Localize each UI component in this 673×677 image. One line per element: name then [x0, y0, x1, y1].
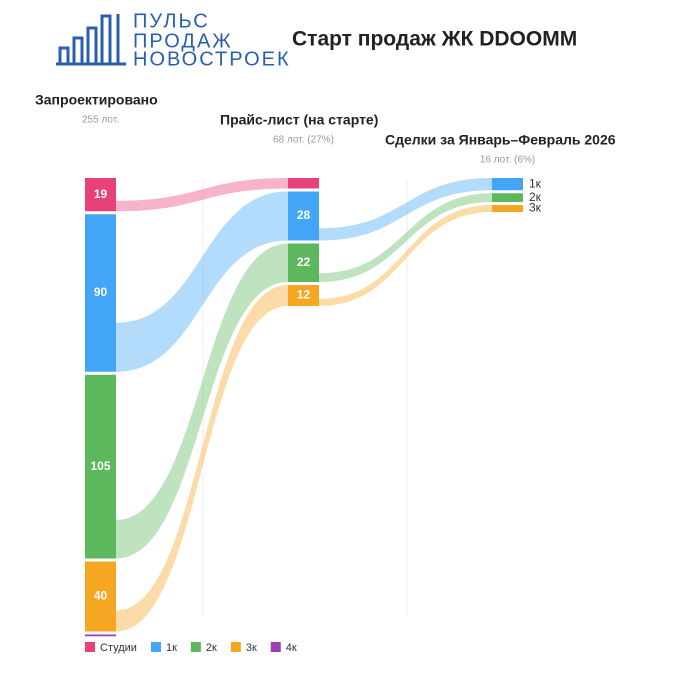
node-value: 90: [94, 285, 108, 299]
node: [492, 205, 523, 212]
stage-name: Сделки за Январь–Февраль 2026: [385, 132, 616, 148]
flow: [116, 178, 288, 212]
node: [85, 214, 116, 372]
legend-swatch: [230, 642, 241, 652]
stage-name: Запроектировано: [35, 92, 158, 108]
legend-label: 1к: [166, 642, 177, 654]
node: [85, 634, 116, 637]
node-value: 28: [297, 208, 311, 222]
chart-title: Старт продаж ЖК DDOOMM: [292, 28, 577, 51]
node: [85, 374, 116, 559]
stage-subtitle: 16 лот. (6%): [480, 155, 535, 166]
node: [492, 193, 523, 202]
node-category: 2к: [529, 190, 542, 204]
flow: [319, 178, 492, 241]
node: [85, 178, 116, 212]
node: [85, 561, 116, 632]
flow: [319, 193, 492, 282]
node-value: 19: [94, 187, 108, 201]
stage-subtitle: 255 лот.: [82, 115, 119, 126]
flow: [116, 191, 288, 372]
node: [288, 285, 319, 306]
node-value: 22: [297, 255, 311, 269]
legend-label: 2к: [206, 642, 217, 654]
logo-line: НОВОСТРОЕК: [133, 48, 291, 70]
node: [288, 178, 319, 189]
legend-label: Студии: [100, 642, 137, 654]
node: [492, 178, 523, 191]
legend-label: 3к: [246, 642, 257, 654]
stage-subtitle: 68 лот. (27%): [273, 135, 334, 146]
legend-swatch: [85, 642, 95, 652]
node: [288, 243, 319, 282]
node: [288, 191, 319, 241]
node-category: 3к: [529, 201, 542, 215]
flow: [116, 243, 288, 559]
node-value: 40: [94, 589, 108, 603]
node-value: 105: [90, 459, 110, 473]
stage-name: Прайс-лист (на старте): [220, 112, 378, 128]
flow: [116, 285, 288, 632]
logo-line: ПУЛЬС: [133, 10, 210, 32]
node-category: 1к: [529, 176, 542, 190]
logo-icon: [56, 14, 126, 66]
legend-swatch: [150, 642, 161, 652]
legend-label: 4к: [286, 642, 297, 654]
logo-line: ПРОДАЖ: [133, 30, 233, 52]
legend-swatch: [270, 642, 281, 652]
legend-swatch: [190, 642, 201, 652]
flow: [319, 205, 492, 306]
node-value: 12: [297, 288, 311, 302]
